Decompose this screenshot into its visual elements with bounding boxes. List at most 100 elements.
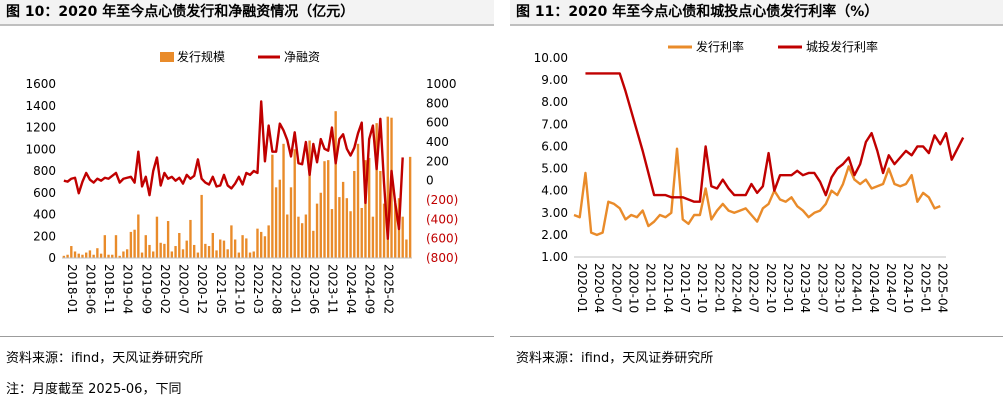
- x-tick-label: 2022-07: [747, 263, 761, 313]
- y-left-tick-label: 1200: [25, 121, 56, 135]
- issuance-bar: [293, 149, 296, 258]
- x-tick-label: 2018-11: [102, 264, 116, 314]
- issuance-bar: [192, 244, 196, 258]
- issuance-bar: [159, 242, 162, 258]
- x-tick-label: 2020-07: [609, 263, 623, 313]
- issuance-bar: [77, 253, 80, 258]
- y-tick-label: 3.00: [541, 206, 568, 220]
- legend-swatch-issuance: [160, 52, 174, 62]
- y-left-tick-label: 1400: [25, 99, 56, 113]
- legend-label-lgfv-rate: 城投发行利率: [806, 39, 878, 54]
- x-tick-label: 2024-07: [884, 263, 898, 313]
- x-tick-label: 2020-04: [592, 263, 606, 313]
- x-tick-label: 2022-10: [764, 263, 778, 313]
- legend-label-net: 净融资: [284, 50, 320, 64]
- issuance-bar: [394, 203, 397, 259]
- x-tick-label: 2023-06: [307, 264, 321, 314]
- x-tick-label: 2022-04: [730, 263, 744, 313]
- issuance-bar: [267, 225, 270, 259]
- y-tick-label: 8.00: [541, 95, 568, 109]
- x-tick-label: 2021-10: [232, 264, 246, 314]
- x-tick-label: 2021-05: [214, 264, 228, 314]
- issuance-bar: [81, 254, 84, 258]
- issuance-bar: [133, 229, 136, 258]
- issuance-bar: [96, 248, 99, 258]
- issuance-bar: [345, 198, 349, 258]
- x-tick-label: 2021-10: [695, 263, 709, 313]
- issuance-bar: [85, 252, 88, 258]
- left-source: 资料来源：ifind，天风证券研究所: [6, 351, 204, 366]
- issuance-bar: [241, 235, 244, 258]
- y-right-tick-label: 200: [426, 154, 449, 168]
- x-tick-label: 2020-07: [177, 264, 191, 314]
- x-tick-label: 2019-09: [139, 264, 153, 314]
- x-tick-label: 2024-04: [344, 264, 358, 314]
- issuance-bar: [379, 171, 382, 258]
- issuance-bar: [330, 209, 334, 258]
- y-left-tick-label: 0: [48, 251, 56, 265]
- y-right-tick-label: (800): [426, 251, 458, 265]
- x-tick-label: 2020-12: [195, 264, 209, 314]
- y-tick-label: 10.00: [534, 51, 568, 65]
- issuance-bar: [107, 254, 110, 258]
- issuance-bar: [364, 160, 367, 259]
- y-left-tick-label: 1000: [25, 142, 56, 156]
- x-tick-label: 2022-08: [270, 264, 284, 314]
- x-tick-label: 2022-01: [712, 263, 726, 313]
- x-tick-label: 2018-06: [84, 264, 98, 314]
- right-source: 资料来源：ifind，天风证券研究所: [516, 351, 714, 366]
- issuance-bar: [245, 238, 248, 258]
- issuance-bar: [271, 154, 274, 258]
- issuance-bar: [371, 216, 375, 258]
- issuance-bar: [92, 254, 95, 258]
- issuance-bar: [163, 243, 166, 258]
- x-tick-label: 2018-01: [65, 264, 79, 314]
- lgfv-rate-line: [585, 72, 965, 203]
- right-title-underline: [510, 24, 1003, 26]
- issuance-bar: [204, 243, 207, 258]
- x-tick-label: 2025-02: [381, 264, 395, 314]
- x-tick-label: 2024-09: [363, 264, 377, 314]
- y-right-tick-label: 1000: [426, 77, 457, 91]
- x-tick-label: 2020-10: [627, 263, 641, 313]
- issuance-bar: [382, 203, 386, 259]
- right-divider: [510, 336, 1003, 337]
- issuance-bar: [62, 255, 66, 258]
- y-right-tick-label: (200): [426, 193, 458, 207]
- issuance-bar: [70, 246, 73, 258]
- x-tick-label: 2020-01: [575, 263, 589, 313]
- issuance-bar: [327, 160, 330, 259]
- issuance-bar: [375, 123, 378, 259]
- issuance-bar: [256, 228, 259, 258]
- issuance-bar: [315, 203, 319, 259]
- issuance-rate-line: [573, 147, 941, 237]
- y-right-tick-label: 0: [426, 174, 434, 188]
- net-financing-line: [63, 100, 404, 240]
- issuance-bar: [111, 254, 114, 258]
- issuance-bar: [401, 216, 404, 258]
- y-left-tick-label: 1600: [25, 77, 56, 91]
- y-tick-label: 7.00: [541, 117, 568, 131]
- issuance-bar: [282, 143, 285, 258]
- issuance-bar: [297, 216, 300, 258]
- issuance-bar: [248, 252, 252, 258]
- y-tick-label: 1.00: [541, 250, 568, 264]
- x-tick-label: 2024-04: [867, 263, 881, 313]
- issuance-bar: [207, 246, 211, 258]
- y-right-tick-label: 600: [426, 116, 449, 130]
- x-tick-label: 2020-02: [158, 264, 172, 314]
- issuance-bar: [300, 223, 304, 258]
- y-right-tick-label: 400: [426, 135, 449, 149]
- issuance-bar: [129, 231, 133, 258]
- issuance-bar: [408, 156, 412, 258]
- x-tick-label: 2024-01: [850, 263, 864, 313]
- issuance-bar: [219, 239, 222, 258]
- x-tick-label: 2025-04: [936, 263, 950, 313]
- x-tick-label: 2023-07: [815, 263, 829, 313]
- issuance-bar: [211, 232, 214, 258]
- right-chart-title: 图 11：2020 年至今点心债和城投点心债发行利率（%）: [510, 0, 1003, 24]
- issuance-bar: [222, 240, 226, 258]
- y-right-tick-label: (400): [426, 212, 458, 226]
- issuance-bar: [286, 214, 289, 258]
- y-tick-label: 5.00: [541, 162, 568, 176]
